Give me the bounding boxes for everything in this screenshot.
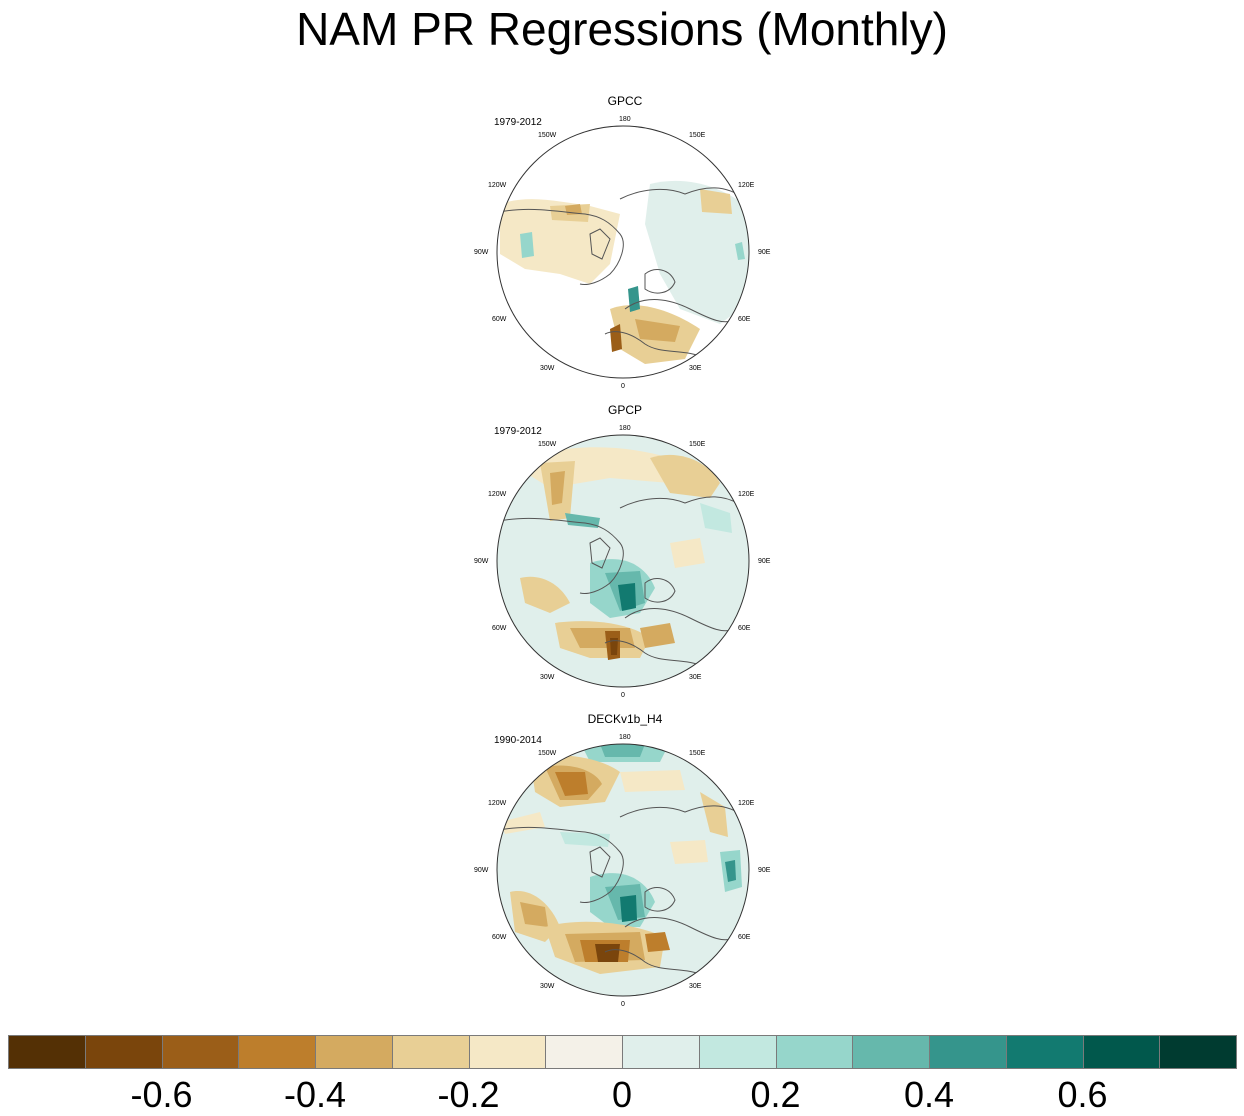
colorbar-box (1005, 1035, 1084, 1069)
lon-label-150e: 150E (689, 441, 706, 448)
colorbar-box (468, 1035, 547, 1069)
lon-label-60w: 60W (492, 316, 507, 323)
lon-label-90e: 90E (758, 867, 771, 874)
colorbar (8, 1035, 1237, 1069)
colorbar-tick-label: 0.4 (903, 1074, 955, 1115)
lon-label-60w: 60W (492, 625, 507, 632)
lon-label-0: 0 (621, 692, 625, 699)
lon-label-120w: 120W (488, 491, 507, 498)
lon-label-150e: 150E (689, 132, 706, 139)
lon-label-150w: 150W (538, 441, 557, 448)
lon-label-90e: 90E (758, 558, 771, 565)
lon-label-30w: 30W (540, 983, 555, 990)
figure-title: NAM PR Regressions (Monthly) (296, 3, 948, 55)
colorbar-box (775, 1035, 854, 1069)
lon-label-180: 180 (619, 116, 631, 123)
lon-label-30e: 30E (689, 674, 702, 681)
lon-label-90e: 90E (758, 249, 771, 256)
colorbar-tick-label: -0.4 (283, 1074, 347, 1115)
lon-label-120e: 120E (738, 491, 755, 498)
colorbar-tick-label: -0.6 (130, 1074, 193, 1115)
colorbar-box (84, 1035, 163, 1069)
colorbar-tick-label: 0 (611, 1074, 633, 1115)
colorbar-box (698, 1035, 777, 1069)
colorbar-tick-label: 0.2 (750, 1074, 801, 1115)
lon-label-30e: 30E (689, 365, 702, 372)
panel-period: 1990-2014 (494, 735, 542, 746)
lon-label-30w: 30W (540, 674, 555, 681)
map-panel-gpcp: GPCP 1979-2012 (470, 403, 780, 703)
panel-title: DECKv1b_H4 (587, 712, 663, 726)
lon-label-120w: 120W (488, 182, 507, 189)
colorbar-box (852, 1035, 930, 1069)
map-panel-deckv1b-h4: DECKv1b_H4 1990-2014 (470, 712, 780, 1012)
lon-label-180: 180 (619, 425, 631, 432)
colorbar-box (1082, 1035, 1161, 1069)
colorbar-tick-label: -0.2 (437, 1074, 500, 1115)
colorbar-tick-label: 0.6 (1057, 1074, 1108, 1115)
panel-period: 1979-2012 (494, 426, 542, 437)
colorbar-box (391, 1035, 470, 1069)
lon-label-30w: 30W (540, 365, 555, 372)
polar-map (496, 434, 750, 688)
lon-label-60e: 60E (738, 625, 751, 632)
map-panel-gpcc: GPCC 1979-2012 180 150E 12 (470, 94, 780, 394)
colorbar-box (315, 1035, 393, 1069)
lon-label-0: 0 (621, 383, 625, 390)
lon-label-90w: 90W (474, 249, 489, 256)
colorbar-box (929, 1035, 1007, 1069)
lon-label-150w: 150W (538, 132, 557, 139)
lon-label-120e: 120E (738, 800, 755, 807)
lon-label-180: 180 (619, 734, 631, 741)
lon-label-90w: 90W (474, 867, 489, 874)
lon-label-120e: 120E (738, 182, 755, 189)
polar-map (496, 125, 750, 379)
colorbar-box (545, 1035, 623, 1069)
lon-label-60e: 60E (738, 934, 751, 941)
polar-map (496, 743, 750, 997)
lon-label-120w: 120W (488, 800, 507, 807)
lon-label-90w: 90W (474, 558, 489, 565)
panel-title: GPCP (607, 403, 642, 417)
lon-label-60w: 60W (492, 934, 507, 941)
colorbar-box (238, 1035, 316, 1069)
colorbar-box (622, 1035, 700, 1069)
lon-label-0: 0 (621, 1001, 625, 1008)
lon-label-150w: 150W (538, 750, 557, 757)
colorbar-box (8, 1035, 86, 1069)
lon-label-150e: 150E (689, 750, 706, 757)
panel-period: 1979-2012 (494, 117, 542, 128)
panel-title: GPCC (607, 94, 643, 108)
colorbar-box (161, 1035, 240, 1069)
lon-label-30e: 30E (689, 983, 702, 990)
colorbar-box (1159, 1035, 1237, 1069)
lon-label-60e: 60E (738, 316, 751, 323)
